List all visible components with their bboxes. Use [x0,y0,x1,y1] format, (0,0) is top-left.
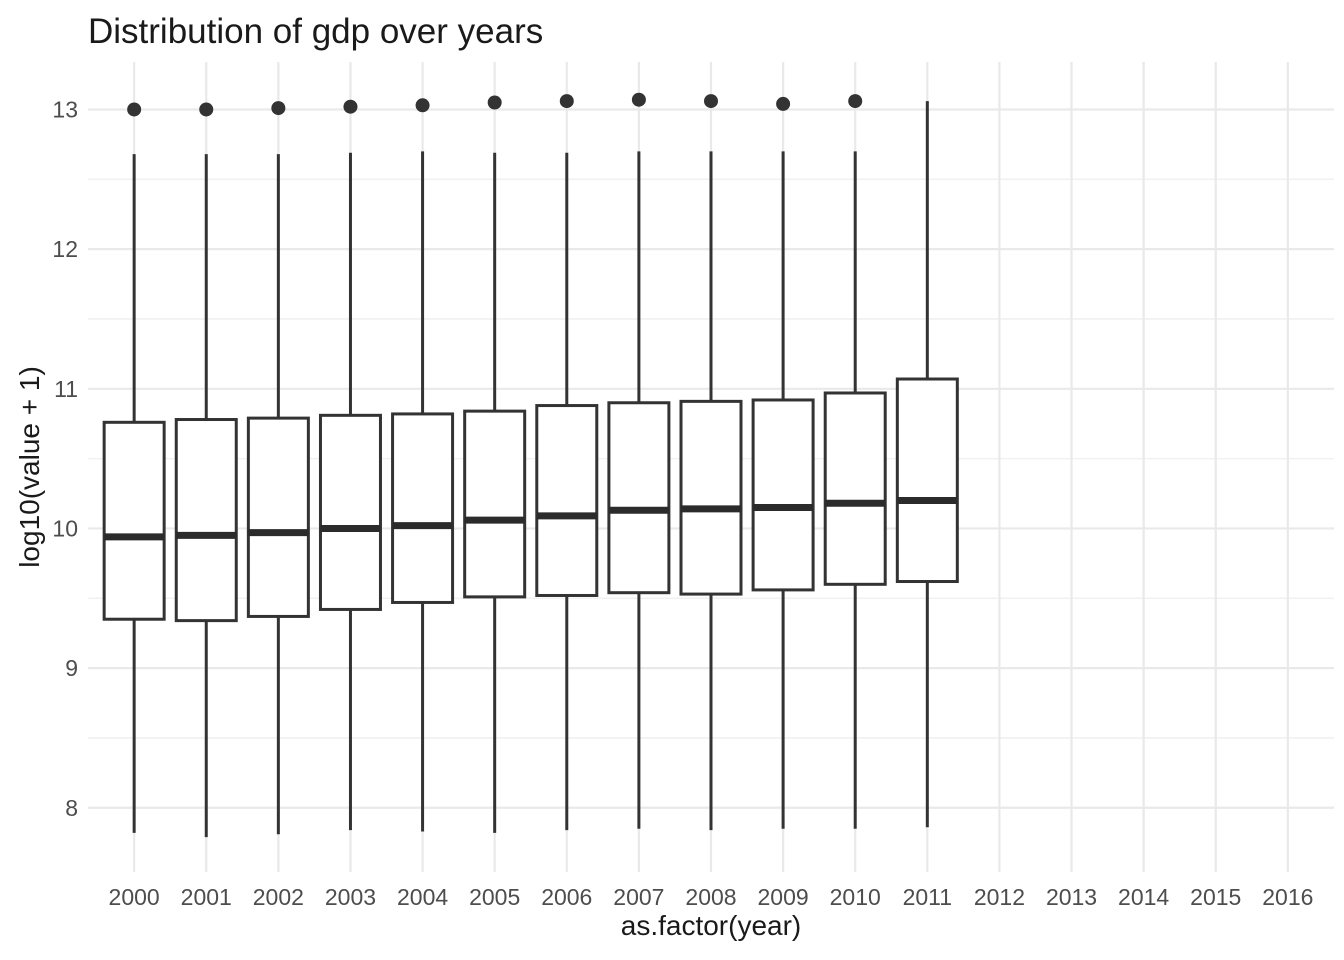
boxplot-2011 [895,101,959,828]
y-axis-title: log10(value + 1) [14,366,45,568]
boxplot-2000 [102,102,166,833]
iqr-box-2002 [246,416,310,618]
x-tick-label-2008: 2008 [685,884,736,910]
outlier-dot-2005-0 [487,95,502,110]
outlier-dot-2010-0 [848,94,863,109]
x-tick-label-2006: 2006 [541,884,592,910]
boxplot-2009 [751,96,815,829]
x-tick-label-2005: 2005 [469,884,520,910]
outlier-dot-2007-0 [631,92,646,107]
outlier-dot-2002-0 [271,101,286,116]
y-tick-label-10: 10 [52,515,78,541]
iqr-box-2010 [823,391,887,586]
outlier-dot-2004-0 [415,98,430,113]
x-tick-label-2014: 2014 [1118,884,1169,910]
boxplot-2002 [246,101,310,835]
x-tick-label-2004: 2004 [397,884,448,910]
iqr-box-2005 [463,409,527,599]
iqr-box-2001 [174,418,238,623]
boxplot-2001 [174,102,238,838]
boxplot-2007 [607,92,671,829]
x-tick-label-2012: 2012 [974,884,1025,910]
iqr-box-2000 [102,420,166,621]
iqr-box-2009 [751,398,815,592]
x-tick-label-2001: 2001 [181,884,232,910]
boxplot-2003 [318,99,382,831]
x-tick-label-2009: 2009 [758,884,809,910]
x-axis-title: as.factor(year) [620,910,802,941]
y-tick-label-12: 12 [52,236,78,262]
outlier-dot-2006-0 [559,94,574,109]
boxplot-2006 [535,94,599,831]
chart-title: Distribution of gdp over years [88,12,544,51]
x-tick-label-2010: 2010 [830,884,881,910]
x-tick-label-2013: 2013 [1046,884,1097,910]
x-tick-label-2000: 2000 [109,884,160,910]
outlier-dot-2008-0 [704,94,718,109]
boxplot-2004 [391,98,455,832]
boxplot-2008 [679,94,743,831]
x-tick-label-2002: 2002 [253,884,304,910]
iqr-box-2004 [391,412,455,604]
outlier-dot-2000-0 [127,102,142,117]
x-tick-label-2015: 2015 [1190,884,1241,910]
boxplot-2005 [463,95,527,833]
iqr-box-2003 [318,413,382,611]
outlier-dot-2009-0 [776,96,791,111]
x-tick-label-2011: 2011 [903,884,952,910]
y-tick-label-13: 13 [52,96,78,122]
boxplot-2010 [823,94,887,829]
x-tick-label-2003: 2003 [325,884,376,910]
outlier-dot-2001-0 [199,102,214,117]
iqr-box-2006 [535,404,599,597]
y-tick-label-9: 9 [65,655,78,681]
y-tick-label-8: 8 [65,795,78,821]
iqr-box-2008 [679,399,743,596]
x-tick-label-2016: 2016 [1262,884,1313,910]
iqr-box-2007 [607,401,671,595]
x-tick-label-2007: 2007 [613,884,664,910]
iqr-box-2011 [895,377,959,584]
outlier-dot-2003-0 [343,99,358,114]
y-tick-label-11: 11 [54,376,78,402]
